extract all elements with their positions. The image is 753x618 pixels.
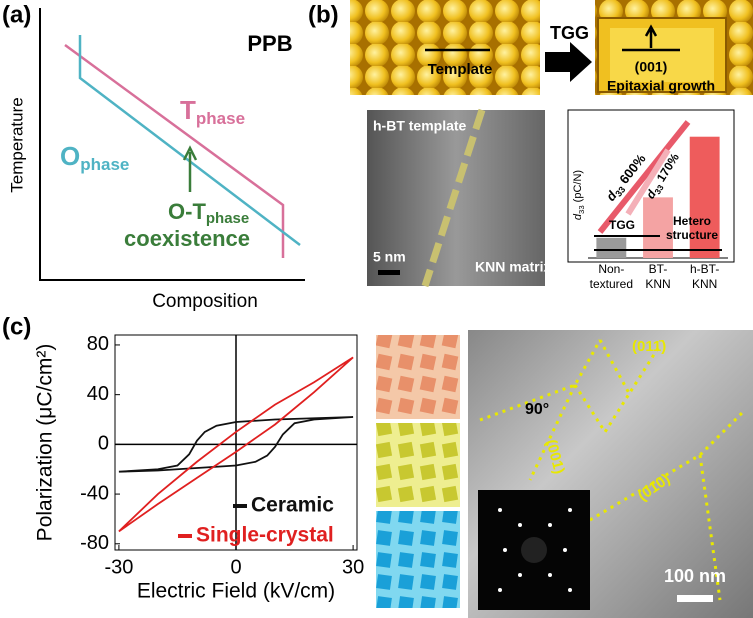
epitaxial: Epitaxial growth bbox=[607, 78, 715, 94]
crystal-image bbox=[376, 335, 460, 419]
y-label: Temperature bbox=[7, 97, 26, 192]
y-tick-label: -80 bbox=[80, 532, 109, 554]
arrow bbox=[644, 24, 658, 48]
grains-image bbox=[350, 0, 540, 95]
rest: (pC/N) bbox=[572, 170, 584, 205]
t-phase: Tphase bbox=[180, 95, 245, 129]
arrow bbox=[625, 148, 671, 216]
crystal-image bbox=[376, 511, 460, 608]
ot-phase: O-Tphase bbox=[168, 199, 249, 227]
annotation: Hetero bbox=[673, 214, 711, 228]
o: O bbox=[60, 141, 80, 171]
panel-b: (b) Template TGG (001) Epitaxial growth … bbox=[308, 0, 753, 288]
arrow bbox=[597, 120, 691, 234]
domain-lines bbox=[479, 339, 747, 601]
x-tick-label: BT- bbox=[649, 262, 668, 276]
scale-bar bbox=[378, 270, 400, 275]
beam-stop bbox=[521, 537, 547, 563]
panel-label: (b) bbox=[308, 1, 339, 28]
x-tick-label: -30 bbox=[104, 556, 133, 578]
tem-title: h-BT template bbox=[373, 118, 467, 134]
tgg: TGG bbox=[550, 23, 589, 43]
sub: 33 bbox=[577, 205, 586, 214]
crystal-image bbox=[376, 423, 460, 507]
x-label: Composition bbox=[152, 291, 258, 312]
bar bbox=[596, 237, 627, 258]
angle: 90° bbox=[525, 401, 549, 418]
bar bbox=[689, 136, 720, 258]
coexistence: coexistence bbox=[124, 226, 250, 251]
spots bbox=[498, 508, 572, 592]
title: PPB bbox=[247, 31, 292, 56]
panel-a: (a) PPB Tphase Ophase O-Tphase coexisten… bbox=[2, 1, 305, 312]
bar bbox=[643, 197, 673, 258]
ot: O-T bbox=[168, 199, 206, 224]
y-tick-label: -40 bbox=[80, 482, 109, 504]
sub: phase bbox=[80, 155, 129, 174]
arrow bbox=[545, 42, 592, 82]
t: T bbox=[180, 95, 196, 125]
x-label: Electric Field (kV/cm) bbox=[137, 580, 335, 603]
x-tick-label: 30 bbox=[342, 556, 364, 578]
sub: 33 bbox=[614, 185, 628, 199]
y-tick-label: 40 bbox=[87, 383, 109, 405]
scale-bar bbox=[677, 595, 713, 602]
panel-label: (c) bbox=[2, 313, 31, 340]
plane: (011̄) bbox=[632, 338, 666, 355]
legend-label: Single-crystal bbox=[196, 524, 334, 547]
o-line bbox=[78, 35, 301, 246]
main: d bbox=[572, 213, 584, 220]
loop bbox=[118, 416, 354, 473]
template: Template bbox=[428, 61, 493, 78]
panel-c: (c) (011̄) 90° (001) (010) 100 nm bbox=[2, 313, 753, 618]
interface bbox=[421, 108, 486, 288]
x-tick-label: 0 bbox=[230, 556, 241, 578]
x-tick-label: textured bbox=[590, 277, 633, 291]
scale: 100 nm bbox=[664, 566, 726, 586]
axes bbox=[39, 8, 305, 281]
grown-face bbox=[610, 28, 714, 82]
t-line bbox=[64, 43, 285, 258]
sub: phase bbox=[196, 109, 245, 128]
scale: 5 nm bbox=[373, 249, 406, 265]
x-tick-label: KNN bbox=[692, 277, 717, 291]
annotation: TGG bbox=[609, 218, 635, 232]
matrix: KNN matrix bbox=[475, 259, 551, 275]
y-tick-label: 80 bbox=[87, 333, 109, 355]
x-tick-label: Non- bbox=[598, 262, 624, 276]
orientation: (001) bbox=[635, 59, 668, 75]
panel-label: (a) bbox=[2, 1, 31, 28]
annotation: d33 (pC/N) bbox=[572, 170, 586, 220]
arrow bbox=[182, 145, 198, 192]
legend-label: Ceramic bbox=[251, 494, 334, 517]
x-tick-label: h-BT- bbox=[690, 262, 719, 276]
loop bbox=[118, 356, 354, 533]
x-tick-label: KNN bbox=[645, 277, 670, 291]
y-tick-label: 0 bbox=[98, 433, 109, 455]
annotation: structure bbox=[666, 228, 718, 242]
y-label: Polarization (μC/cm²) bbox=[34, 344, 57, 542]
o-phase: Ophase bbox=[60, 141, 129, 175]
sub: phase bbox=[206, 210, 249, 227]
